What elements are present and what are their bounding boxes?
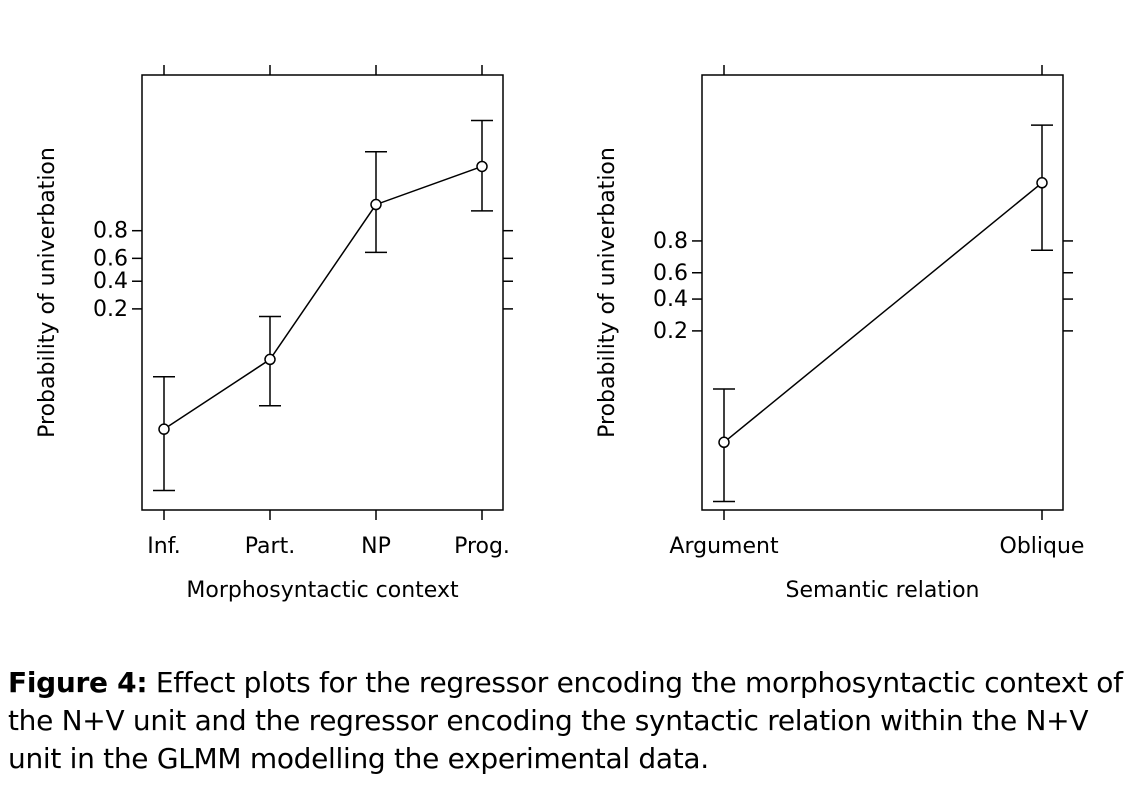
- y-tick-label: 0.6: [93, 246, 128, 271]
- y-tick-label: 0.2: [93, 297, 128, 322]
- x-tick-label: Part.: [245, 534, 295, 559]
- x-tick-label: Oblique: [1000, 534, 1085, 559]
- x-tick-label: Inf.: [147, 534, 181, 559]
- series-line: [163, 165, 483, 430]
- figure-caption: Figure 4: Effect plots for the regressor…: [8, 664, 1128, 778]
- x-axis-title: Semantic relation: [785, 578, 979, 603]
- data-point: [158, 423, 170, 435]
- plot-frame: [141, 74, 504, 511]
- y-axis-title: Probability of univerbation: [35, 147, 60, 438]
- plot-frame: [701, 74, 1064, 511]
- x-axis-title: Morphosyntactic context: [186, 578, 459, 603]
- data-point: [718, 436, 730, 449]
- x-tick-label: Prog.: [454, 534, 510, 559]
- y-tick-label: 0.4: [93, 269, 128, 294]
- x-tick-label: Argument: [669, 534, 779, 559]
- data-point: [370, 198, 382, 211]
- effect-plots-figure: Inf. Part. NP Prog.0.20.40.60.8Morphosyntac…: [35, 65, 1084, 603]
- chart-panel-2: Argument Oblique 0.2 0.40.6 0.8 Semantic rela…: [595, 65, 1084, 603]
- y-axis-title: Probability of univerbation: [595, 147, 620, 438]
- y-tick-label: 0.6: [653, 261, 688, 286]
- caption-text: Effect plots for the regressor encoding …: [8, 666, 1123, 775]
- data-point: [1036, 177, 1048, 189]
- x-tick-label: NP: [361, 534, 391, 559]
- y-tick-label: 0.4: [653, 287, 688, 312]
- data-point: [264, 353, 276, 366]
- chart-panel-1: Inf. Part. NP Prog. 0.2 0.40.60.8 Morphosyntac…: [35, 65, 513, 603]
- y-tick-label: 0.8: [93, 219, 128, 244]
- series-line: [723, 182, 1043, 443]
- y-tick-label: 0.8: [653, 229, 688, 254]
- caption-label: Figure 4:: [8, 666, 148, 699]
- data-point: [476, 160, 488, 173]
- y-tick-label: 0.2: [653, 319, 688, 344]
